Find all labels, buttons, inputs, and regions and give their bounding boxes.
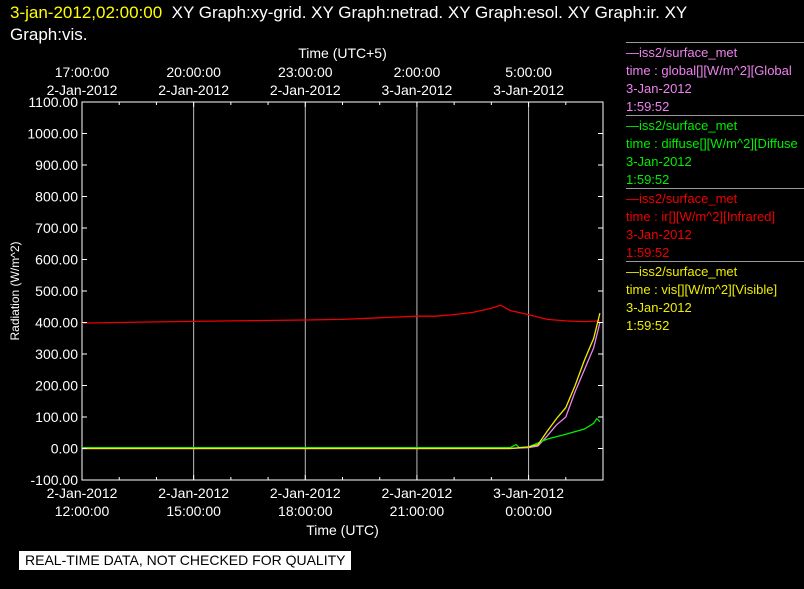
y-tick-label: 200.00 <box>35 378 78 394</box>
y-tick-label: 400.00 <box>35 315 78 331</box>
y-tick-label: 700.00 <box>35 220 78 236</box>
top-tick-time-label: 23:00:00 <box>278 64 333 80</box>
y-tick-label: -100.00 <box>31 472 79 488</box>
series-line-global <box>82 322 601 450</box>
y-axis-title: Radiation (W/m^2) <box>8 242 22 341</box>
legend-entry-line1: —iss2/surface_met <box>626 264 738 279</box>
chart-title: 3-jan-2012,02:00:00 XY Graph:xy-grid. XY… <box>10 3 687 23</box>
y-tick-label: 900.00 <box>35 157 78 173</box>
legend-entry-line1: —iss2/surface_met <box>626 191 738 206</box>
legend-entry-line4: 1:59:52 <box>626 318 670 333</box>
legend-entry-line4: 1:59:52 <box>626 172 670 187</box>
chart-title-continued: Graph:vis. <box>10 25 88 44</box>
series-line-diffuse <box>82 417 601 449</box>
y-tick-label: 800.00 <box>35 189 78 205</box>
top-tick-time-label: 5:00:00 <box>505 64 552 80</box>
grid-lines <box>193 102 530 480</box>
legend-entry-line2: time : diffuse[][W/m^2][Diffuse <box>626 136 798 151</box>
series-lines <box>81 304 601 450</box>
top-axis-title: Time (UTC+5) <box>298 45 387 61</box>
legend-entry-line2: time : vis[][W/m^2][Visible] <box>626 282 778 297</box>
x-axis-title: Time (UTC) <box>306 522 379 538</box>
x-tick-date-label: 2-Jan-2012 <box>270 485 341 501</box>
top-tick-date-label: 2-Jan-2012 <box>158 82 229 98</box>
y-tick-label: 1000.00 <box>27 126 78 142</box>
axes: 1100.00 1000.00 900.00 800.00 700.00 600.00 50… <box>27 64 603 519</box>
top-tick-time-label: 20:00:00 <box>166 64 221 80</box>
x-tick-time-label: 0:00:00 <box>505 503 552 519</box>
top-tick-date-label: 2-Jan-2012 <box>47 82 118 98</box>
y-tick-label: 100.00 <box>35 409 78 425</box>
quality-disclaimer: REAL-TIME DATA, NOT CHECKED FOR QUALITY <box>19 551 352 570</box>
x-tick-date-label: 2-Jan-2012 <box>158 485 229 501</box>
top-tick-time-label: 17:00:00 <box>55 64 110 80</box>
top-tick-date-label: 3-Jan-2012 <box>493 82 564 98</box>
x-tick-time-label: 12:00:00 <box>55 503 110 519</box>
legend-entry-line2: time : ir[][W/m^2][Infrared] <box>626 209 776 224</box>
legend-entry-line1: —iss2/surface_met <box>626 45 738 60</box>
y-tick-label: 0.00 <box>51 441 78 457</box>
y-tick-label: 600.00 <box>35 252 78 268</box>
legend-entry-line1: —iss2/surface_met <box>626 118 738 133</box>
x-tick-date-label: 2-Jan-2012 <box>47 485 118 501</box>
plot-frame <box>81 101 604 481</box>
y-tick-label: 1100.00 <box>28 94 78 110</box>
x-tick-time-label: 21:00:00 <box>390 503 445 519</box>
legend-entry-line4: 1:59:52 <box>626 99 670 114</box>
x-tick-time-label: 18:00:00 <box>278 503 333 519</box>
y-tick-label: 500.00 <box>35 283 78 299</box>
top-tick-time-label: 2:00:00 <box>394 64 441 80</box>
legend-entry-line3: 3-Jan-2012 <box>626 154 692 169</box>
x-tick-date-label: 2-Jan-2012 <box>382 485 453 501</box>
y-tick-label: 300.00 <box>35 346 78 362</box>
series-line-ir <box>81 304 600 324</box>
series-line-vis <box>82 312 601 450</box>
top-tick-date-label: 3-Jan-2012 <box>382 82 453 98</box>
x-tick-time-label: 15:00:00 <box>166 503 221 519</box>
top-tick-date-label: 2-Jan-2012 <box>270 82 341 98</box>
legend-entry-line3: 3-Jan-2012 <box>626 300 692 315</box>
legend-entry-line3: 3-Jan-2012 <box>626 81 692 96</box>
legend-entry-line2: time : global[][W/m^2][Global <box>626 63 792 78</box>
x-tick-date-label: 3-Jan-2012 <box>493 485 564 501</box>
title-graph-list: XY Graph:xy-grid. XY Graph:netrad. XY Gr… <box>171 3 688 22</box>
legend-entry-line4: 1:59:52 <box>626 245 670 260</box>
title-timestamp: 3-jan-2012,02:00:00 <box>10 3 163 22</box>
legend-entry-line3: 3-Jan-2012 <box>626 227 692 242</box>
